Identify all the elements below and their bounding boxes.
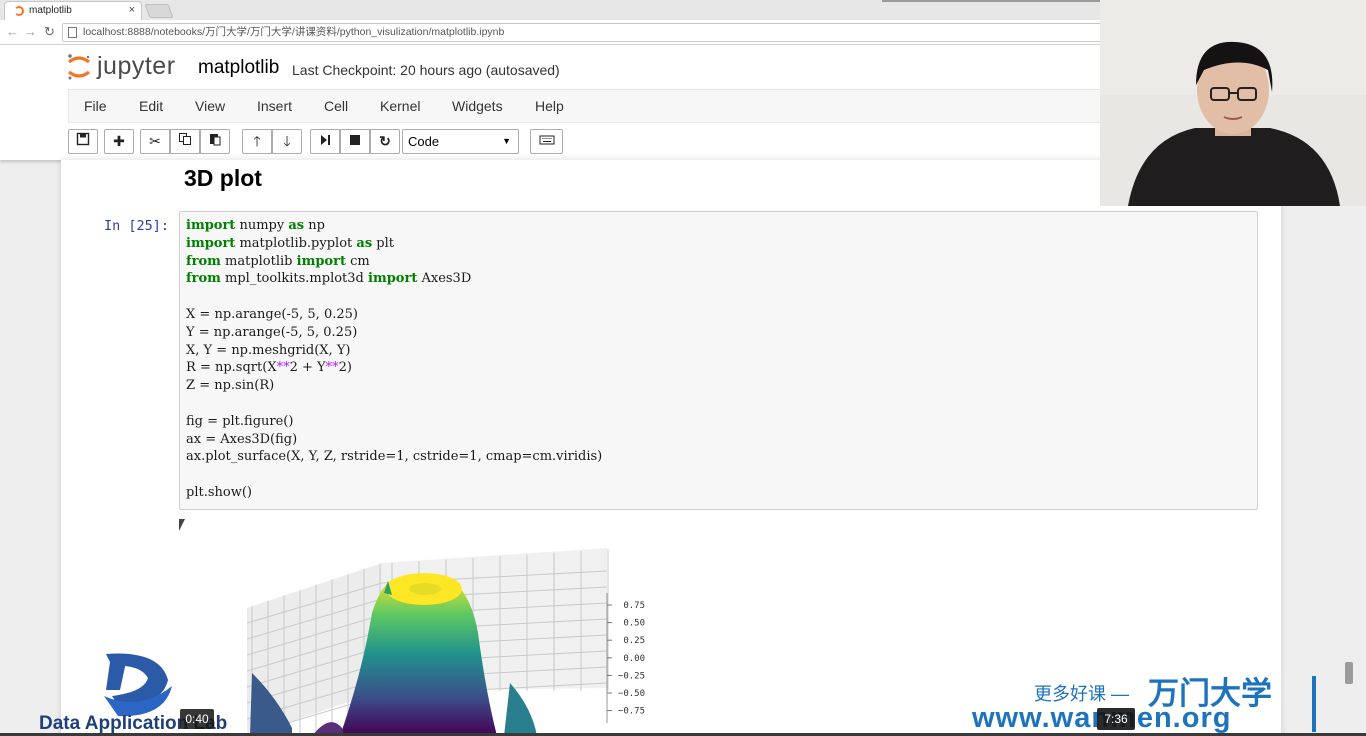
- cell-type-value: Code: [408, 134, 440, 149]
- z-axis-tick-label: −0.50: [618, 689, 645, 699]
- surface-left-wing: [250, 673, 292, 736]
- video-time-total: 7:36: [1097, 708, 1135, 730]
- code-line: Z = np.sin(R): [186, 378, 275, 394]
- video-progress-strip: [0, 733, 1366, 736]
- surface-spike: [384, 581, 392, 595]
- jupyter-logo-icon[interactable]: [66, 53, 92, 81]
- watermark-bar: [1312, 676, 1316, 732]
- move-up-button[interactable]: 🡑: [242, 129, 272, 154]
- code-line: ax.plot_surface(X, Y, Z, rstride=1, cstr…: [186, 449, 603, 465]
- menu-help[interactable]: Help: [535, 98, 564, 114]
- code-line: Y = np.arange(-5, 5, 0.25): [186, 324, 358, 340]
- menu-file[interactable]: File: [84, 98, 107, 114]
- menu-bar: File Edit View Insert Cell Kernel Widget…: [68, 89, 1108, 123]
- arrow-up-icon: 🡑: [253, 133, 261, 149]
- code-line: import numpy as np: [186, 218, 325, 233]
- step-icon: [321, 135, 330, 145]
- jupyter-logo-text[interactable]: jupyter: [97, 52, 176, 80]
- jupyter-header: jupyter matplotlib Last Checkpoint: 20 h…: [0, 45, 1108, 160]
- code-line: ax = Axes3D(fig): [186, 431, 298, 447]
- window-edge: [882, 0, 1172, 2]
- new-tab-button[interactable]: [144, 4, 174, 18]
- notebook-name[interactable]: matplotlib: [198, 57, 280, 78]
- presenter-image: [1100, 0, 1366, 206]
- reload-icon[interactable]: ↻: [44, 24, 55, 39]
- cut-button[interactable]: ✂: [140, 129, 170, 154]
- restart-icon: ↻: [379, 133, 391, 149]
- code-cell-editor[interactable]: [179, 211, 1258, 510]
- input-prompt: In [25]:: [104, 218, 170, 234]
- data-application-lab-logo-icon: [104, 653, 172, 717]
- surface-plot-svg: 0.75 0.50 0.25 0.00 −0.25 −0.50 −0.75: [246, 548, 645, 736]
- mouse-cursor-icon: [179, 519, 185, 531]
- command-palette-button[interactable]: [530, 129, 563, 154]
- z-axis-tick-label: −0.75: [618, 707, 645, 717]
- menu-cell[interactable]: Cell: [324, 98, 349, 114]
- run-button[interactable]: [310, 129, 340, 154]
- cut-icon: ✂: [149, 133, 161, 149]
- watermark-slogan: 更多好课 —: [1034, 684, 1130, 704]
- paste-icon: [210, 134, 221, 146]
- plot-gridline: [246, 582, 383, 624]
- back-icon[interactable]: ←: [6, 24, 19, 39]
- checkpoint-status: Last Checkpoint: 20 hours ago (autosaved…: [292, 62, 560, 78]
- browser-tab[interactable]: matplotlib ×: [4, 1, 142, 20]
- menu-view[interactable]: View: [195, 98, 226, 114]
- cell-type-select[interactable]: Code ▼: [402, 129, 519, 154]
- paste-button[interactable]: [200, 129, 230, 154]
- plus-icon: ✚: [113, 133, 125, 149]
- url-input[interactable]: localhost:8888/notebooks/万门大学/万门大学/讲课资料/…: [62, 23, 1102, 42]
- code-line: X = np.arange(-5, 5, 0.25): [186, 307, 358, 322]
- menu-kernel[interactable]: Kernel: [380, 98, 421, 114]
- watermark-brand: 万门大学: [1148, 676, 1272, 711]
- markdown-heading: 3D plot: [184, 165, 262, 191]
- z-axis-tick-label: −0.25: [618, 671, 645, 681]
- tab-title: matplotlib: [29, 5, 72, 16]
- jupyter-favicon-icon: [14, 6, 24, 16]
- z-axis-tick-label: 0.00: [623, 654, 645, 664]
- interrupt-button[interactable]: [340, 129, 370, 154]
- copy-button[interactable]: [170, 129, 200, 154]
- z-axis-tick-label: 0.50: [623, 619, 645, 629]
- chevron-down-icon: ▼: [502, 136, 511, 146]
- save-button[interactable]: [68, 129, 98, 154]
- save-icon: [76, 132, 90, 146]
- code-line: fig = plt.figure(): [186, 413, 294, 429]
- code-line: from mpl_toolkits.mplot3d import Axes3D: [186, 271, 472, 287]
- plot-gridline: [246, 630, 383, 672]
- browser-tab-bar: matplotlib ×: [0, 0, 1366, 20]
- menu-edit[interactable]: Edit: [139, 98, 164, 114]
- forward-icon[interactable]: →: [24, 24, 37, 39]
- code-line: plt.show(): [186, 485, 252, 500]
- video-time-elapsed: 0:40: [180, 709, 214, 729]
- plot-gridline: [246, 646, 383, 688]
- tab-close-icon[interactable]: ×: [128, 4, 135, 16]
- keyboard-icon: [539, 135, 554, 145]
- copy-icon: [179, 133, 191, 145]
- z-axis-tick-label: 0.25: [623, 636, 645, 646]
- scrollbar-thumb[interactable]: [1345, 662, 1353, 684]
- stop-icon: [350, 135, 360, 145]
- page-icon: [68, 27, 77, 38]
- surface-right-wing: [504, 683, 537, 736]
- surface-trough: [312, 722, 344, 736]
- url-text: localhost:8888/notebooks/万门大学/万门大学/讲课资料/…: [83, 26, 505, 38]
- surface-main: [340, 573, 497, 736]
- menu-widgets[interactable]: Widgets: [452, 98, 503, 114]
- surface-ring-center: [409, 583, 441, 595]
- restart-button[interactable]: ↻: [370, 129, 400, 154]
- code-line: X, Y = np.meshgrid(X, Y): [186, 342, 351, 358]
- plot-gridline: [246, 598, 383, 640]
- z-axis-tick-label: 0.75: [623, 601, 645, 611]
- output-3d-plot: 0.75 0.50 0.25 0.00 −0.25 −0.50 −0.75: [192, 523, 654, 736]
- code-line: from matplotlib import cm: [186, 253, 370, 269]
- insert-cell-button[interactable]: ✚: [104, 129, 134, 154]
- move-down-button[interactable]: 🡓: [272, 129, 302, 154]
- menu-insert[interactable]: Insert: [257, 98, 293, 114]
- plot-gridline: [246, 614, 383, 656]
- code-line: R = np.sqrt(X**2 + Y**2): [186, 360, 352, 376]
- code-line: import matplotlib.pyplot as plt: [186, 235, 395, 251]
- presenter-webcam: [1100, 0, 1366, 206]
- arrow-down-icon: 🡓: [283, 133, 291, 149]
